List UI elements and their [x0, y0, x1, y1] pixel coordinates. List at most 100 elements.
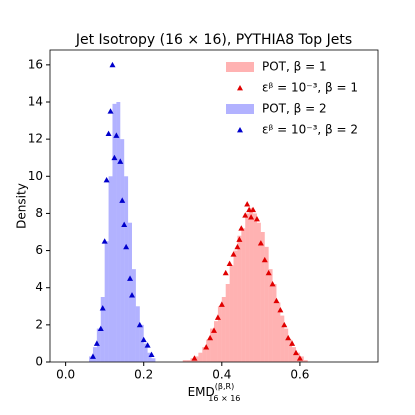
x-tick-label: 0.6 — [290, 368, 309, 382]
x-axis-label: EMD(β,R) 16 × 16 — [188, 382, 241, 403]
hist-bar — [186, 360, 191, 362]
hist-bar — [256, 222, 261, 362]
legend-marker — [237, 85, 243, 91]
x-tick-label: 0.2 — [134, 368, 153, 382]
hist-bar — [92, 347, 97, 362]
hist-bar — [237, 235, 242, 362]
hist-bar — [210, 328, 214, 362]
scatter-point — [119, 197, 126, 203]
hist-bar — [89, 356, 93, 362]
hist-bar — [135, 306, 140, 362]
y-tick-label: 12 — [28, 132, 43, 146]
scatter-point — [296, 355, 303, 361]
scatter-point — [257, 240, 264, 246]
scatter-point — [207, 334, 214, 341]
scatter-point — [89, 353, 96, 359]
legend-label: εᵝ = 10⁻³, β = 1 — [262, 81, 358, 95]
hist-bar — [182, 360, 187, 362]
hist-bar — [245, 213, 250, 362]
hist-bar — [225, 284, 230, 362]
y-tick-label: 10 — [28, 169, 43, 183]
scatter-point — [144, 342, 151, 348]
scatter-point — [234, 243, 241, 250]
legend-swatch — [226, 62, 254, 72]
scatter-point — [191, 355, 198, 361]
x-label-sup: (β,R) — [215, 382, 234, 391]
hist-bar — [233, 250, 238, 362]
scatter-point — [103, 177, 110, 183]
hist-bar — [284, 328, 289, 362]
hist-bar — [229, 265, 234, 362]
y-tick-label: 2 — [35, 317, 43, 331]
x-label-sub: 16 × 16 — [208, 394, 240, 403]
hist-bar — [221, 297, 226, 362]
scatter-point — [117, 158, 124, 164]
hist-bar — [132, 269, 136, 362]
scatter-point — [285, 334, 292, 341]
scatter-point — [277, 307, 284, 313]
x-label-main: EMD — [188, 385, 215, 399]
scatter-point — [127, 275, 134, 281]
scatter-point — [93, 340, 100, 346]
hist-bar — [116, 102, 121, 362]
scatter-point — [136, 321, 143, 328]
hist-bar — [108, 176, 113, 362]
scatter-point — [113, 132, 120, 138]
plot-frame — [49, 49, 379, 363]
legend-label: POT, β = 2 — [262, 102, 327, 116]
scatter-point — [222, 269, 229, 276]
hist-bar — [249, 207, 254, 362]
legend-label: POT, β = 1 — [262, 60, 327, 74]
scatter-point — [248, 214, 255, 220]
scatter-point — [211, 327, 217, 333]
scatter-point — [230, 251, 237, 257]
y-tick-label: 0 — [35, 355, 43, 369]
hist-bar — [198, 352, 203, 362]
scatter-point — [265, 269, 272, 276]
scatter-point — [97, 325, 104, 331]
y-tick-label: 8 — [35, 206, 43, 220]
hist-bar — [143, 343, 148, 362]
scatter-point — [242, 212, 249, 218]
scatter-point — [226, 260, 233, 266]
scatter-point — [105, 130, 112, 136]
scatter-point — [107, 108, 114, 114]
hist-bar — [206, 339, 211, 362]
x-tick-label: 0.4 — [212, 368, 231, 382]
scatter-point — [269, 281, 276, 287]
hist-bar — [276, 302, 281, 362]
hist-bar — [139, 324, 144, 362]
hist-bar — [253, 213, 257, 362]
scatter-point — [203, 344, 210, 350]
hist-bar — [288, 339, 293, 362]
scatter-point — [246, 206, 253, 213]
scatter-point — [121, 221, 128, 227]
hist-bar — [112, 103, 117, 362]
x-tick-label: 0.0 — [56, 368, 75, 382]
scatter-point — [109, 61, 116, 68]
scatter-point — [273, 297, 280, 304]
scatter-point — [140, 336, 147, 343]
scatter-point — [148, 351, 155, 357]
hist-bar — [147, 352, 152, 362]
hist-bar — [151, 358, 156, 362]
legend-marker — [237, 127, 243, 133]
scatter-point — [218, 301, 225, 307]
y-tick-label: 6 — [35, 243, 43, 257]
hist-bar — [296, 352, 300, 362]
hist-bar — [104, 241, 109, 362]
hist-bar — [303, 360, 308, 362]
y-tick-label: 14 — [28, 95, 43, 109]
scatter-point — [293, 349, 299, 356]
hist-bar — [124, 176, 129, 362]
hist-bar — [128, 222, 132, 362]
hist-bar — [214, 321, 218, 362]
scatter-point — [236, 236, 243, 242]
scatter-point — [214, 314, 221, 320]
y-axis-label: Density — [15, 183, 29, 229]
hist-bar — [241, 228, 246, 362]
hist-bar — [120, 139, 125, 362]
hist-bar — [202, 347, 207, 362]
legend-swatch — [226, 104, 254, 114]
